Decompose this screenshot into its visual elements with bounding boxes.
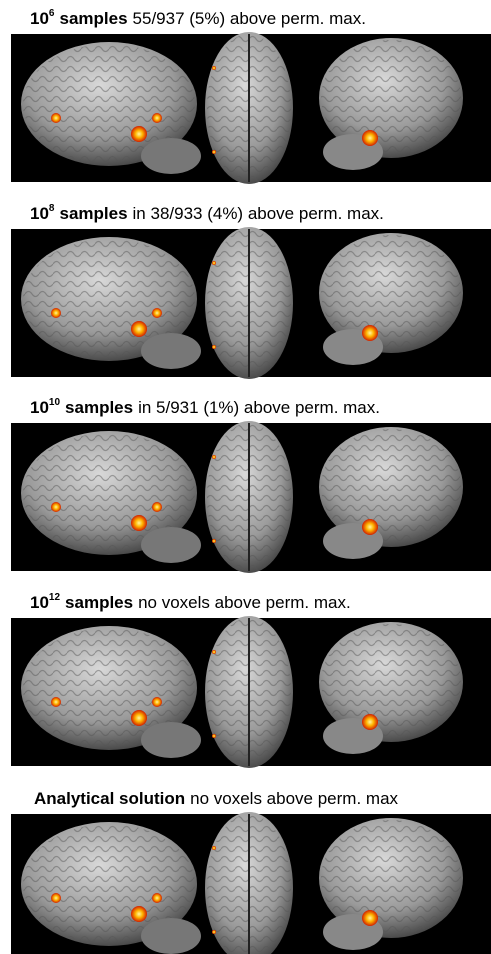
- brain-image: [11, 32, 491, 184]
- activation: [362, 519, 378, 535]
- caption-label: samples: [65, 398, 133, 417]
- caption-base: 10: [30, 398, 49, 417]
- panel: 1012 samples no voxels above perm. max.: [11, 592, 491, 768]
- activation: [131, 710, 147, 726]
- panel-caption: 1012 samples no voxels above perm. max.: [30, 592, 351, 612]
- caption-label: samples: [59, 9, 127, 28]
- caption-base: 10: [30, 204, 49, 223]
- panel-caption: Analytical solution no voxels above perm.…: [34, 789, 399, 808]
- caption-text: in 5/931 (1%) above perm. max.: [138, 398, 380, 417]
- caption-exponent: 8: [49, 203, 55, 214]
- caption-text: 55/937 (5%) above perm. max.: [133, 9, 366, 28]
- caption-text: no voxels above perm. max.: [138, 593, 351, 612]
- panel: 1010 samples in 5/931 (1%) above perm. max…: [11, 397, 491, 573]
- brain-image: [11, 227, 491, 379]
- brain-image: [11, 616, 491, 768]
- brain-image: [11, 812, 491, 954]
- activation: [51, 697, 61, 707]
- caption-exponent: 6: [49, 8, 55, 19]
- activation: [152, 697, 162, 707]
- panel-caption: 106 samples 55/937 (5%) above perm. max.: [30, 8, 366, 28]
- activation: [362, 714, 378, 730]
- activation: [131, 515, 147, 531]
- activation: [362, 130, 378, 146]
- activation: [51, 502, 61, 512]
- caption-exponent: 12: [49, 592, 61, 603]
- activation: [212, 66, 216, 70]
- activation: [212, 930, 216, 934]
- panel-caption: 1010 samples in 5/931 (1%) above perm. max…: [30, 397, 380, 417]
- activation: [212, 455, 216, 459]
- caption-base: 10: [30, 9, 49, 28]
- cerebellum-left: [141, 918, 201, 954]
- brain-image: [11, 421, 491, 573]
- caption-label: samples: [59, 204, 127, 223]
- activation: [212, 734, 216, 738]
- caption-label: Analytical solution: [34, 789, 185, 808]
- activation: [212, 650, 216, 654]
- caption-exponent: 10: [49, 397, 61, 408]
- activation: [212, 539, 216, 543]
- activation: [152, 308, 162, 318]
- panel: 106 samples 55/937 (5%) above perm. max.: [11, 8, 491, 184]
- activation: [362, 325, 378, 341]
- figure: 106samples55/937 (5%) above perm. max.10…: [0, 0, 491, 954]
- cerebellum-left: [141, 333, 201, 369]
- caption-text: no voxels above perm. max: [190, 789, 398, 808]
- panel-caption: 108 samples in 38/933 (4%) above perm. max…: [30, 203, 384, 223]
- caption-base: 10: [30, 593, 49, 612]
- caption-label: samples: [65, 593, 133, 612]
- panel: Analytical solution no voxels above perm.…: [11, 789, 491, 954]
- cerebellum-left: [141, 722, 201, 758]
- activation: [51, 893, 61, 903]
- activation: [212, 846, 216, 850]
- activation: [362, 910, 378, 926]
- activation: [51, 113, 61, 123]
- cerebellum-left: [141, 138, 201, 174]
- activation: [131, 126, 147, 142]
- caption-text: in 38/933 (4%) above perm. max.: [133, 204, 384, 223]
- activation: [131, 906, 147, 922]
- panel: 108 samples in 38/933 (4%) above perm. max…: [11, 203, 491, 379]
- activation: [212, 345, 216, 349]
- activation: [152, 113, 162, 123]
- cerebellum-left: [141, 527, 201, 563]
- activation: [212, 261, 216, 265]
- activation: [131, 321, 147, 337]
- activation: [152, 502, 162, 512]
- activation: [152, 893, 162, 903]
- activation: [51, 308, 61, 318]
- activation: [212, 150, 216, 154]
